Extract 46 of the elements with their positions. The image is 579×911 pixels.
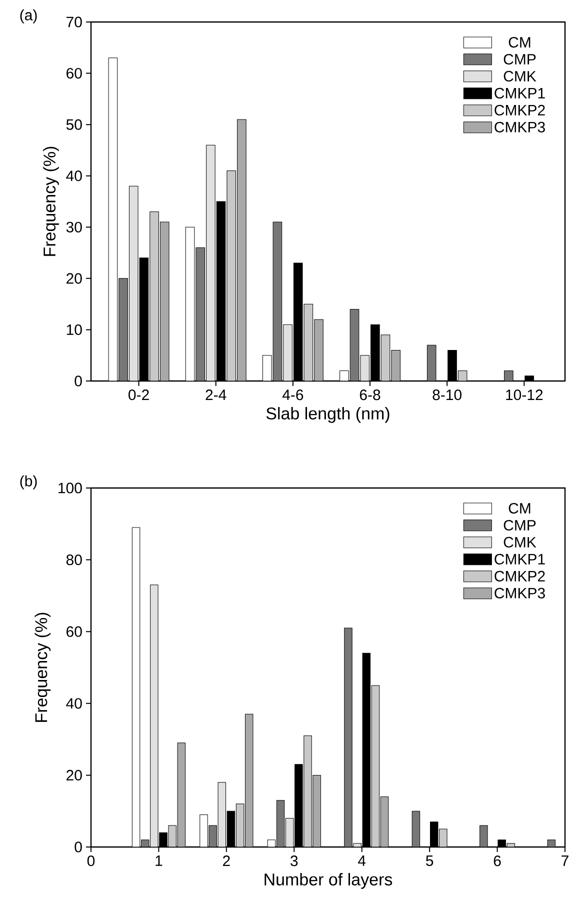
x-tick-label: 4 [358,856,366,866]
y-tick-label: 100 [58,482,82,494]
legend-label: CMKP1 [494,554,545,564]
legend-label: CMKP2 [494,570,545,582]
x-tick-label: 6-8 [360,390,380,400]
x-tick-label: 7 [562,856,568,866]
y-tick-label: 80 [66,554,82,566]
y-tick-label: 50 [66,119,82,130]
x-tick-label: 3 [290,856,298,866]
x-axis-title: Slab length (nm) [266,407,390,423]
y-tick-label: 60 [66,68,82,79]
y-tick-label: 40 [66,170,82,182]
y-axis-title: Frequency (%) [43,146,59,256]
x-tick-label: 2 [223,856,230,866]
legend-label: CMKP3 [494,588,545,598]
x-tick-label: 4-6 [282,390,304,400]
y-axis-title: Frequency (%) [34,612,51,722]
legend-label: CMK [504,70,536,82]
y-tick-label: 40 [66,698,82,709]
x-tick-label: 1 [156,856,162,866]
legend-label: CMP [504,520,536,531]
legend-label: CMKP1 [494,88,545,99]
legend-label: CM [508,36,530,48]
x-tick-label: 0 [87,856,95,866]
text: (a) [20,9,37,24]
text: (b) [20,475,37,490]
x-tick-label: 5 [426,856,434,866]
y-tick-label: 60 [66,626,82,637]
y-tick-label: 10 [66,324,82,336]
x-tick-label: 6 [494,856,501,866]
legend-label: CM [508,502,530,514]
legend-label: CMKP3 [494,122,545,132]
x-tick-label: 0-2 [128,390,149,400]
legend-label: CMK [504,536,536,548]
y-tick-label: 20 [66,273,82,284]
x-tick-label: 2-4 [206,390,226,400]
legend-label: CMKP2 [494,104,545,116]
x-tick-label: 8-10 [432,390,462,400]
y-tick-label: 20 [66,770,82,781]
legend-label: CMP [504,54,536,65]
y-tick-label: 0 [74,376,82,386]
y-tick-label: 70 [66,16,82,28]
x-axis-title: Number of layers [264,873,392,889]
y-tick-label: 0 [74,842,82,852]
y-tick-label: 30 [66,222,82,232]
x-tick-label: 10-12 [506,390,543,400]
